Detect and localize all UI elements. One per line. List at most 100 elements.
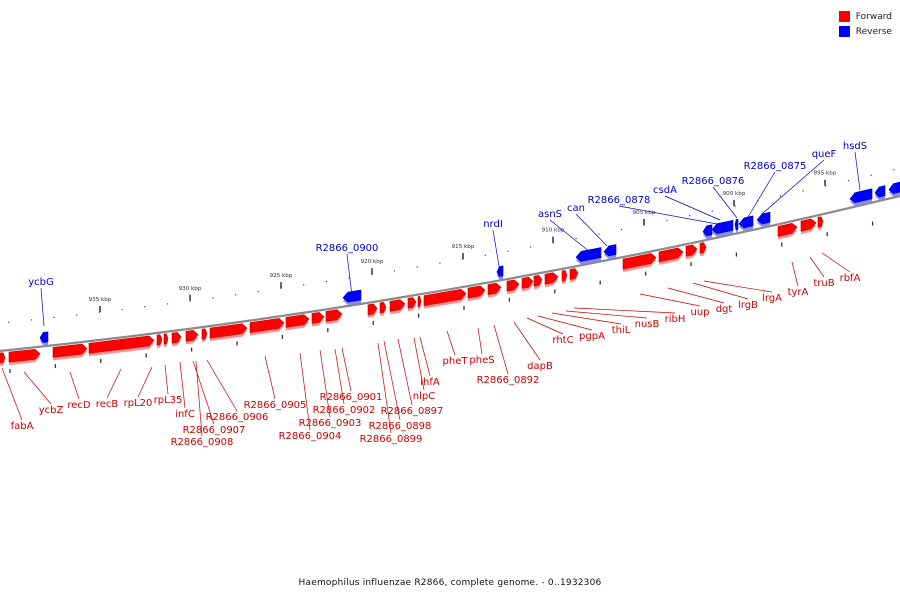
gene-forward[interactable]: [367, 303, 378, 316]
gene-label[interactable]: ihfA: [420, 377, 440, 388]
gene-label[interactable]: asnS: [538, 209, 562, 220]
gene-forward[interactable]: [699, 242, 707, 254]
tick-label: 905 kbp: [633, 210, 656, 216]
gene-forward[interactable]: [163, 333, 169, 345]
gene-forward[interactable]: [209, 323, 248, 339]
gene-label[interactable]: queF: [812, 149, 837, 160]
gene-reverse[interactable]: [575, 247, 602, 262]
gene-label[interactable]: rpL35: [154, 395, 183, 406]
gene-label[interactable]: recD: [67, 400, 91, 411]
gene-label[interactable]: rhtC: [552, 335, 573, 346]
gene-label[interactable]: uup: [690, 307, 709, 318]
gene-forward[interactable]: [487, 282, 502, 295]
gene-reverse[interactable]: [849, 188, 873, 204]
gene-label[interactable]: ycbZ: [39, 405, 64, 416]
gene-forward[interactable]: [423, 288, 467, 307]
gene-label[interactable]: pheS: [469, 355, 494, 366]
gene-label[interactable]: recB: [96, 399, 119, 410]
gene-label[interactable]: rpL20: [124, 398, 153, 409]
tick-layer: 935 kbp 930 kbp 925 kbp 920 kbp 915 kbp 910 k…: [8, 169, 895, 373]
gene-forward[interactable]: [685, 244, 698, 257]
gene-reverse[interactable]: [756, 211, 771, 225]
gene-label[interactable]: R2866_0898: [369, 421, 432, 432]
gene-forward[interactable]: [185, 329, 199, 342]
gene-forward[interactable]: [622, 253, 657, 270]
gene-label[interactable]: thiL: [612, 325, 631, 336]
gene-forward[interactable]: [201, 328, 208, 340]
gene-label[interactable]: R2866_0897: [381, 406, 444, 417]
gene-forward[interactable]: [156, 334, 163, 346]
gene-label[interactable]: infC: [175, 409, 195, 420]
gene-forward[interactable]: [521, 276, 534, 289]
gene-reverse[interactable]: [874, 185, 886, 198]
gene-forward[interactable]: [800, 218, 817, 232]
minor-tick: [325, 280, 327, 283]
label-leader: [341, 347, 352, 392]
gene-label[interactable]: lrgA: [762, 293, 782, 304]
gene-label[interactable]: R2866_0901: [320, 392, 383, 403]
gene-forward[interactable]: [533, 274, 543, 287]
gene-forward[interactable]: [52, 343, 88, 358]
gene-label[interactable]: pgpA: [579, 331, 605, 342]
gene-forward[interactable]: [285, 314, 310, 328]
gene-label[interactable]: ribH: [665, 314, 686, 325]
gene-label[interactable]: R2866_0902: [313, 405, 376, 416]
gene-forward[interactable]: [325, 309, 343, 322]
gene-label[interactable]: dapB: [527, 361, 553, 372]
gene-forward[interactable]: [379, 301, 387, 314]
gene-label[interactable]: fabA: [11, 421, 34, 432]
gene-forward[interactable]: [544, 272, 559, 285]
gene-forward[interactable]: [569, 268, 579, 280]
gene-label[interactable]: lrgB: [738, 300, 758, 311]
label-leader: [319, 349, 331, 418]
gene-label[interactable]: tyrA: [788, 287, 809, 298]
gene-label[interactable]: R2866_0875: [744, 161, 807, 172]
gene-forward[interactable]: [777, 222, 798, 237]
gene-label[interactable]: dgt: [716, 304, 733, 315]
gene-label[interactable]: R2866_0905: [244, 400, 307, 411]
gene-forward[interactable]: [389, 299, 406, 312]
minor-tick: [734, 205, 736, 207]
gene-label[interactable]: R2866_0899: [360, 434, 423, 445]
gene-reverse[interactable]: [603, 244, 617, 257]
gene-reverse[interactable]: [738, 215, 754, 229]
gene-label[interactable]: csdA: [653, 185, 677, 196]
gene-forward[interactable]: [88, 335, 155, 354]
gene-forward[interactable]: [506, 279, 520, 292]
gene-label[interactable]: R2866_0907: [183, 425, 246, 436]
gene-label[interactable]: hsdS: [843, 141, 867, 152]
gene-forward[interactable]: [407, 297, 417, 309]
gene-reverse[interactable]: [39, 331, 49, 343]
gene-reverse[interactable]: [711, 219, 734, 235]
gene-label[interactable]: R2866_0904: [279, 431, 342, 442]
gene-forward[interactable]: [171, 332, 182, 344]
gene-reverse[interactable]: [734, 218, 739, 230]
gene-forward[interactable]: [561, 270, 568, 282]
gene-reverse[interactable]: [702, 224, 713, 237]
gene-label[interactable]: R2866_0908: [171, 437, 234, 448]
gene-label[interactable]: R2866_0906: [206, 412, 269, 423]
gene-forward[interactable]: [467, 285, 486, 299]
gene-label[interactable]: rbfA: [840, 273, 861, 284]
gene-label[interactable]: can: [567, 203, 585, 214]
gene-forward[interactable]: [817, 216, 824, 228]
gene-label[interactable]: R2866_0876: [682, 176, 745, 187]
gene-forward[interactable]: [0, 352, 6, 364]
gene-label[interactable]: nusB: [635, 319, 660, 330]
gene-forward[interactable]: [658, 247, 684, 263]
gene-forward[interactable]: [249, 318, 285, 333]
gene-label[interactable]: R2866_0903: [299, 418, 362, 429]
gene-label[interactable]: R2866_0892: [477, 375, 540, 386]
gene-forward[interactable]: [8, 348, 41, 363]
gene-label[interactable]: pheT: [443, 356, 469, 367]
gene-forward[interactable]: [417, 296, 422, 308]
gene-label[interactable]: nlpC: [413, 391, 435, 402]
gene-label[interactable]: ycbG: [28, 277, 54, 288]
gene-label[interactable]: R2866_0900: [316, 243, 379, 254]
label-leader: [492, 229, 501, 273]
gene-forward[interactable]: [311, 312, 325, 324]
gene-label[interactable]: nrdI: [483, 219, 503, 230]
gene-label[interactable]: truB: [813, 278, 834, 289]
gene-reverse[interactable]: [888, 181, 900, 194]
gene-label[interactable]: R2866_0878: [588, 195, 651, 206]
